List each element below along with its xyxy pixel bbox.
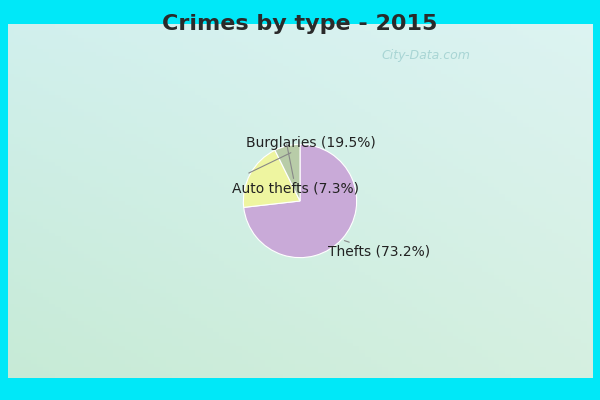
Text: Crimes by type - 2015: Crimes by type - 2015 <box>163 14 437 34</box>
Text: City-Data.com: City-Data.com <box>381 49 470 62</box>
Text: Auto thefts (7.3%): Auto thefts (7.3%) <box>232 144 359 195</box>
Text: Thefts (73.2%): Thefts (73.2%) <box>328 241 430 259</box>
Wedge shape <box>244 144 356 258</box>
Text: Burglaries (19.5%): Burglaries (19.5%) <box>246 136 376 173</box>
Wedge shape <box>275 144 300 201</box>
Wedge shape <box>244 150 300 207</box>
